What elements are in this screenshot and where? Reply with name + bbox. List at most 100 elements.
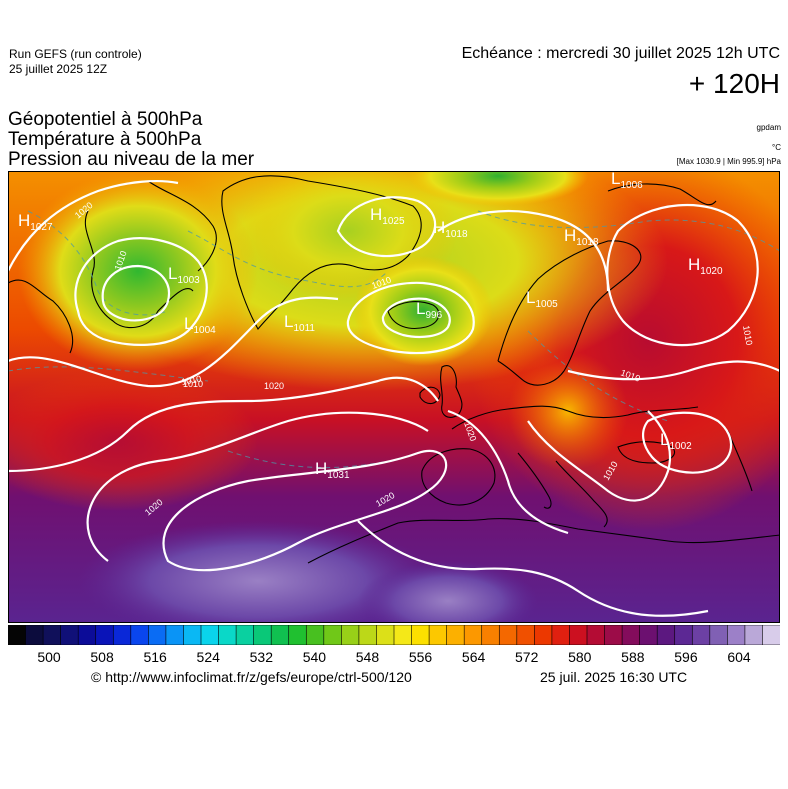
low-center-1002: L1002 xyxy=(660,430,692,452)
source-url[interactable]: © http://www.infoclimat.fr/z/gefs/europe… xyxy=(91,669,412,685)
isobar-label: 1010 xyxy=(181,374,202,387)
colorbar-swatch xyxy=(762,625,780,645)
run-date: 25 juillet 2025 12Z xyxy=(9,62,108,76)
map-frame xyxy=(8,171,780,623)
colorbar-swatch xyxy=(358,625,378,645)
coast-scandinavia xyxy=(497,240,642,386)
colorbar-swatch xyxy=(516,625,536,645)
isobar-west-1020 xyxy=(8,179,179,272)
isobar-east-high xyxy=(606,203,759,347)
isotherm-1 xyxy=(27,210,169,316)
isotherm-3 xyxy=(477,210,780,252)
colorbar-swatch xyxy=(604,625,623,645)
colorbar-tick-label: 508 xyxy=(90,649,114,665)
colorbar-tick-label: 604 xyxy=(727,649,751,665)
isotherms xyxy=(8,210,780,469)
low-center-1011: L1011 xyxy=(284,312,315,334)
isobars xyxy=(8,179,780,617)
isobar-label: 1020 xyxy=(264,381,284,391)
colorbar-swatch xyxy=(200,625,220,645)
colorbar-swatch xyxy=(42,625,62,645)
coast-baffin xyxy=(147,180,217,272)
coast-labrador xyxy=(84,210,194,329)
colorbar-swatch xyxy=(744,625,764,645)
unit-gpdam: gpdam xyxy=(756,123,781,132)
colorbar-tick-label: 572 xyxy=(515,649,539,665)
isobar-east-1002 xyxy=(642,411,733,474)
coast-africa xyxy=(307,518,780,564)
colorbar-swatch xyxy=(709,625,729,645)
isotherm-6 xyxy=(527,330,669,422)
pressure-centers: H1027 L1003 L1004 H1025 H1018 L1011 L996… xyxy=(18,171,723,481)
high-center-1018-scandinavia: H1018 xyxy=(564,226,599,248)
isobar-europe-1020 xyxy=(447,409,569,535)
colorbar-tick-label: 588 xyxy=(621,649,645,665)
colorbar-swatch xyxy=(130,625,150,645)
isobar-iceland-1010 xyxy=(346,281,475,355)
valid-time: Echéance : mercredi 30 juillet 2025 12h … xyxy=(461,45,780,62)
colorbar-swatch xyxy=(270,625,290,645)
colorbar-swatch xyxy=(235,625,255,645)
high-center-1020: H1020 xyxy=(688,255,723,277)
isobar-east-1010 xyxy=(567,360,780,381)
field-africa-purple xyxy=(358,561,538,623)
isobar-label: 1010 xyxy=(741,325,754,346)
lead-time: + 120H xyxy=(688,68,780,99)
colorbar-swatch xyxy=(183,625,202,645)
field-west-warm xyxy=(8,371,258,511)
weather-map[interactable]: 1020 1010 1010 1010 1020 1010 1020 1020 … xyxy=(8,171,780,623)
colorbar-swatch xyxy=(288,625,308,645)
colorbar-swatch xyxy=(148,625,167,645)
isobar-south-1020 xyxy=(357,520,709,617)
colorbar-swatch xyxy=(60,625,79,645)
colorbar-swatch xyxy=(656,625,676,645)
colorbar-swatch xyxy=(411,625,430,645)
colorbar-swatch xyxy=(428,625,448,645)
colorbar-tick-label: 564 xyxy=(461,649,486,665)
colorbar-swatch xyxy=(727,625,746,645)
colorbar xyxy=(8,625,780,645)
isobar-greenland-high xyxy=(336,196,437,258)
colorbar-tick-label: 532 xyxy=(249,649,273,665)
colorbar-swatch xyxy=(691,625,711,645)
colorbar-tick-label: 500 xyxy=(37,649,61,665)
low-center-1005: L1005 xyxy=(526,288,558,310)
colorbar-swatch xyxy=(95,625,115,645)
field-iceland-low xyxy=(353,256,493,366)
colorbar-tick-label: 596 xyxy=(674,649,698,665)
colorbar-tick-label: 548 xyxy=(355,649,380,665)
high-center-1025: H1025 xyxy=(370,205,405,227)
colorbar-swatch xyxy=(674,625,694,645)
high-center-1018-north: H1018 xyxy=(433,218,468,240)
field-atlantic-purple xyxy=(78,521,438,623)
isobar-atlantic-1020 xyxy=(8,376,439,473)
coast-iberia xyxy=(421,448,496,506)
field-labrador-low xyxy=(18,171,258,371)
coast-italy xyxy=(517,452,552,509)
colorbar-swatch xyxy=(463,625,483,645)
colorbar-swatch xyxy=(323,625,343,645)
colorbar-swatch xyxy=(586,625,606,645)
colorbar-tick-labels: 500 508 516 524 532 540 548 556 564 572 580 588 596 6… xyxy=(8,649,780,669)
isobar-labrador-1010 xyxy=(74,237,208,346)
colorbar-swatch xyxy=(534,625,553,645)
run-name: Run GEFS (run controle) xyxy=(9,47,142,61)
parameter-geopotential: Géopotentiel à 500hPa xyxy=(8,109,203,130)
isobar-azores-high xyxy=(162,449,448,572)
colorbar-swatch xyxy=(639,625,658,645)
coast-europe xyxy=(451,405,699,430)
generated-time: 25 juil. 2025 16:30 UTC xyxy=(540,669,688,685)
colorbar-swatch xyxy=(253,625,272,645)
low-center-1003: L1003 xyxy=(168,264,200,286)
coastlines xyxy=(8,175,780,564)
colorbar-swatch xyxy=(305,625,325,645)
colorbar-swatch xyxy=(8,625,27,645)
isobar-north-1018 xyxy=(437,209,610,292)
colorbar-tick-label: 524 xyxy=(196,649,220,665)
isotherm-4 xyxy=(8,366,209,382)
colorbar-swatch xyxy=(551,625,571,645)
colorbar-swatch xyxy=(165,625,185,645)
colorbar-swatch xyxy=(569,625,588,645)
colorbar-swatch xyxy=(376,625,395,645)
colorbar-swatch xyxy=(446,625,465,645)
